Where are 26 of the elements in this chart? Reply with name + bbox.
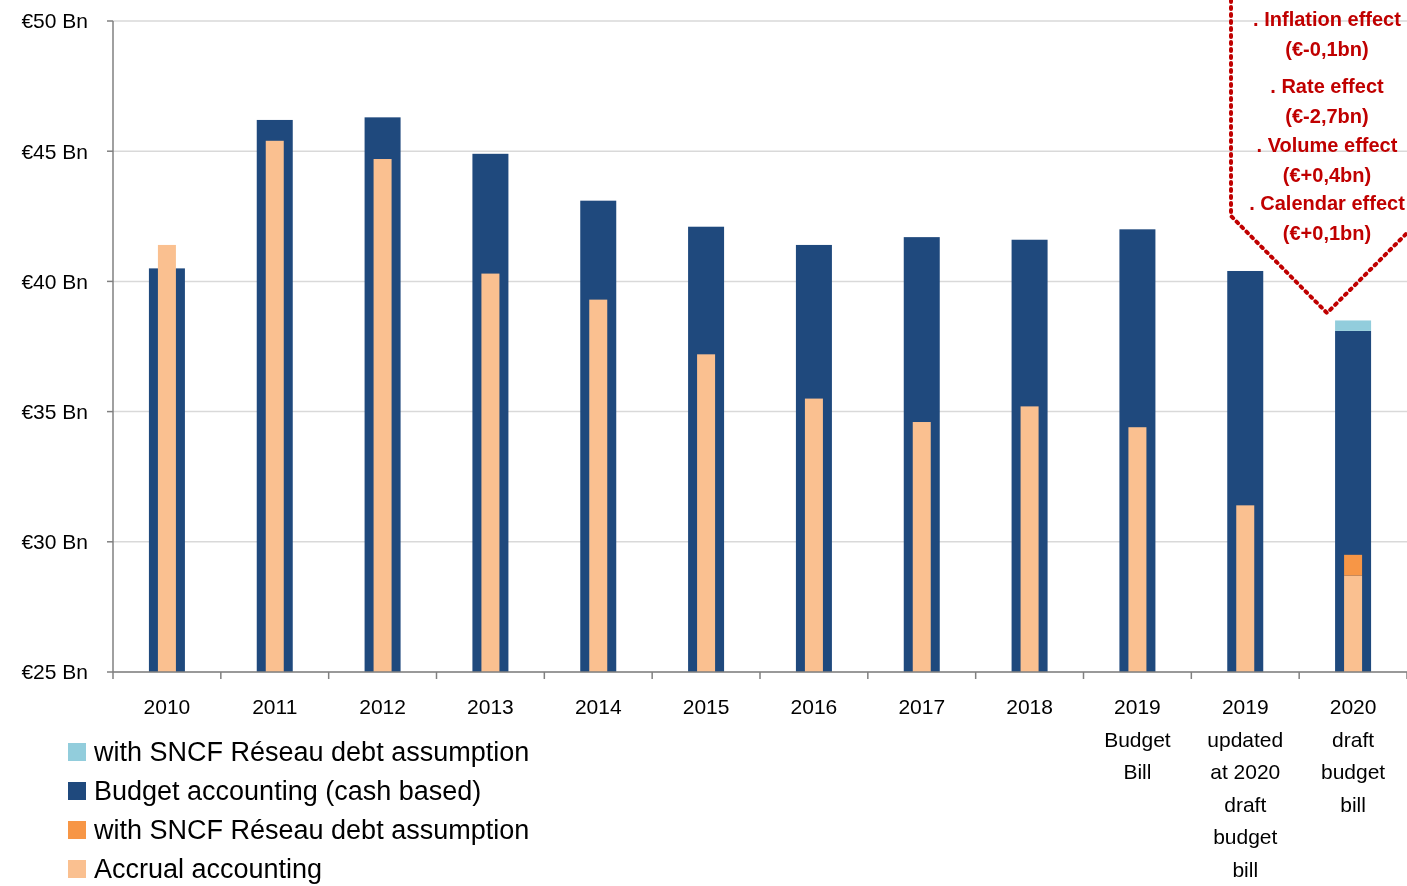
x-tick-label: 2019 updated at 2020 draft budget bill bbox=[1207, 695, 1284, 881]
x-tick-label: 2014 bbox=[574, 695, 622, 718]
x-tick-label: 2020 draft budget bill bbox=[1320, 695, 1386, 816]
x-tick-label: 2018 bbox=[1006, 695, 1053, 718]
annotation: . Volume effect (€+0,4bn) bbox=[1256, 134, 1398, 186]
legend-label: with SNCF Réseau debt assumption bbox=[93, 815, 530, 846]
x-tick-label: 2017 bbox=[898, 695, 946, 718]
y-tick-label: €50 Bn bbox=[21, 9, 88, 33]
x-tick-label: 2013 bbox=[467, 695, 514, 718]
x-tick-label: 2012 bbox=[359, 695, 406, 718]
x-tick-label: 2015 bbox=[682, 695, 730, 718]
annotation: . Inflation effect (€-0,1bn) bbox=[1253, 8, 1402, 60]
x-tick-label: 2016 bbox=[790, 695, 838, 718]
y-tick-label: €40 Bn bbox=[21, 269, 88, 293]
y-tick-label: €30 Bn bbox=[21, 530, 88, 554]
annotation: . Calendar effect (€+0,1bn) bbox=[1249, 192, 1406, 244]
x-tick-label: 2019 Budget Bill bbox=[1104, 695, 1171, 783]
legend-label: with SNCF Réseau debt assumption bbox=[93, 737, 530, 768]
annotation: . Rate effect (€-2,7bn) bbox=[1270, 75, 1385, 127]
legend-label: Budget accounting (cash based) bbox=[94, 776, 482, 807]
x-tick-label: 2010 bbox=[143, 695, 191, 718]
y-tick-label: €45 Bn bbox=[21, 139, 88, 163]
y-tick-label: €25 Bn bbox=[21, 660, 88, 684]
legend-label: Accrual accounting bbox=[94, 854, 323, 885]
y-tick-label: €35 Bn bbox=[21, 399, 88, 423]
x-tick-label: 2011 bbox=[252, 695, 298, 718]
